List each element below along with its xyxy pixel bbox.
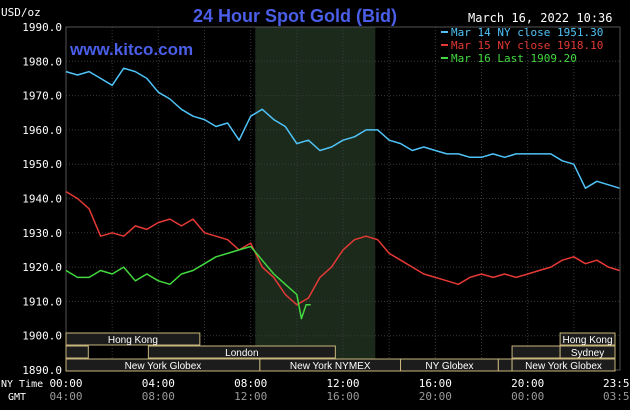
- y-axis-label: USD/oz: [1, 6, 41, 19]
- x-tick-labels: 00:0004:0008:0012:0016:0020:0023:5904:00…: [49, 377, 630, 403]
- x-tick-label-ny: 20:00: [511, 377, 544, 390]
- gmt-label: GMT: [8, 392, 26, 403]
- legend-entry: Mar 16 Last 1909.20: [451, 52, 577, 65]
- session-bar: [65, 332, 201, 346]
- series-line-0: [65, 67, 620, 189]
- trading-sessions: Hong Kong London New York Globex New York N…: [65, 332, 616, 372]
- series-lines: [65, 67, 620, 320]
- x-tick-label-gmt: 03:59: [603, 390, 630, 403]
- session-bar: [147, 345, 336, 359]
- session-bar: [65, 345, 89, 359]
- ny-time-label: NY Time: [1, 379, 43, 390]
- x-tick-label-ny: 08:00: [234, 377, 267, 390]
- session-label: Hong Kong: [563, 335, 613, 346]
- session-label: London: [225, 348, 258, 359]
- y-tick-label: 1990.0: [22, 21, 62, 34]
- y-tick-label: 1910.0: [22, 295, 62, 308]
- y-tick-label: 1940.0: [22, 193, 62, 206]
- x-tick-label-ny: 16:00: [419, 377, 452, 390]
- session-bar: [559, 345, 616, 359]
- x-tick-label-gmt: 12:00: [234, 390, 267, 403]
- session-label: Hong Kong: [108, 335, 158, 346]
- x-tick-label-ny: 23:59: [603, 377, 630, 390]
- legend-entry: Mar 15 NY close 1918.10: [451, 39, 603, 52]
- y-tick-label: 1930.0: [22, 227, 62, 240]
- session-label: New York NYMEX: [290, 361, 371, 372]
- x-tick-label-gmt: 20:00: [419, 390, 452, 403]
- y-tick-labels: 1990.0 1980.0 1970.0 1960.0 1950.0 1940.0 1930…: [22, 21, 62, 377]
- session-bar: [511, 345, 561, 359]
- y-tick-label: 1920.0: [22, 261, 62, 274]
- series-line-1: [65, 190, 620, 306]
- legend-entry: Mar 14 NY close 1951.30: [451, 26, 603, 39]
- session-bar: [559, 332, 616, 346]
- y-tick-label: 1900.0: [22, 330, 62, 343]
- session-bar: [511, 358, 616, 372]
- x-tick-label-ny: 04:00: [142, 377, 175, 390]
- y-tick-label: 1970.0: [22, 90, 62, 103]
- date-label: March 16, 2022 10:36: [468, 11, 613, 25]
- session-label: New York Globex: [125, 361, 202, 372]
- y-tick-label: 1960.0: [22, 124, 62, 137]
- session-label: New York Globex: [525, 361, 602, 372]
- x-tick-label-gmt: 08:00: [142, 390, 175, 403]
- session-label: NY Globex: [425, 361, 473, 372]
- grid-lines: [65, 26, 621, 371]
- y-tick-label: 1950.0: [22, 158, 62, 171]
- session-label: Sydney: [571, 348, 604, 359]
- x-tick-label-gmt: 16:00: [326, 390, 359, 403]
- series-line-2: [65, 245, 311, 320]
- chart-title: 24 Hour Spot Gold (Bid): [193, 6, 397, 26]
- x-tick-label-ny: 12:00: [326, 377, 359, 390]
- watermark: www.kitco.com: [69, 40, 193, 59]
- x-tick-label-gmt: 04:00: [49, 390, 82, 403]
- y-tick-label: 1890.0: [22, 364, 62, 377]
- x-tick-label-ny: 00:00: [49, 377, 82, 390]
- y-tick-label: 1980.0: [22, 55, 62, 68]
- x-tick-label-gmt: 00:00: [511, 390, 544, 403]
- session-bar: [497, 358, 513, 372]
